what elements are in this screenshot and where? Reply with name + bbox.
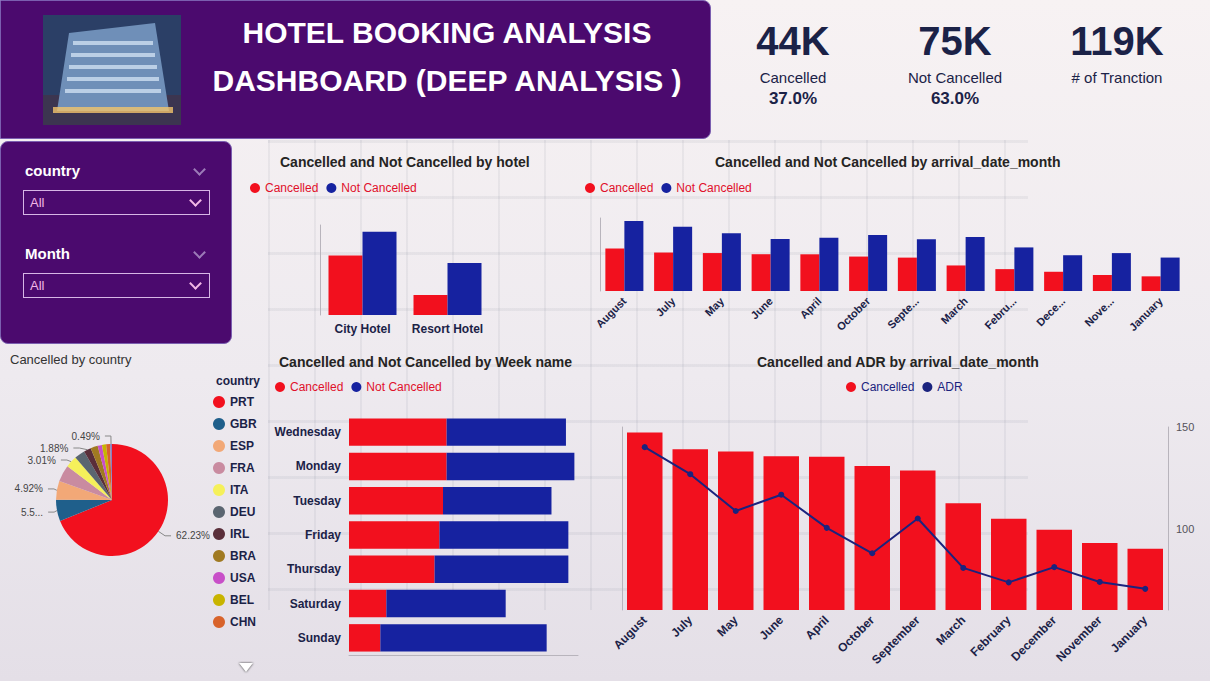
svg-text:Cancelled: Cancelled: [600, 181, 653, 195]
svg-text:ADR: ADR: [937, 380, 963, 394]
svg-text:100: 100: [1176, 523, 1194, 535]
svg-text:5.5...: 5.5...: [21, 507, 43, 518]
svg-text:ITA: ITA: [230, 483, 249, 497]
html-text:44K: 44K: [756, 19, 830, 63]
svg-text:September: September: [869, 613, 923, 667]
svg-text:Not Cancelled: Not Cancelled: [341, 181, 416, 195]
svg-text:Cancelled: Cancelled: [265, 181, 318, 195]
html-text:37.0%: 37.0%: [768, 89, 818, 108]
svg-text:July: July: [668, 613, 695, 640]
svg-text:4.92%: 4.92%: [15, 483, 43, 494]
svg-text:December: December: [1008, 613, 1059, 664]
svg-text:Cancelled and Not Cancelled by: Cancelled and Not Cancelled by hotel: [280, 154, 530, 170]
svg-text:City Hotel: City Hotel: [334, 322, 390, 336]
html-text:119K: 119K: [1070, 19, 1164, 63]
svg-text:USA: USA: [230, 571, 256, 585]
svg-text:Wednesday: Wednesday: [275, 425, 342, 439]
html-text:All: All: [30, 278, 45, 293]
svg-text:Resort Hotel: Resort Hotel: [412, 322, 483, 336]
svg-text:Saturday: Saturday: [290, 597, 342, 611]
html-text:63.0%: 63.0%: [930, 89, 980, 108]
svg-text:Friday: Friday: [305, 528, 341, 542]
svg-text:February: February: [968, 613, 1014, 659]
svg-text:January: January: [1127, 294, 1166, 333]
svg-text:April: April: [797, 295, 823, 321]
html-text:Month: Month: [25, 245, 70, 262]
svg-text:April: April: [802, 613, 831, 642]
svg-text:1.88%: 1.88%: [40, 443, 68, 454]
html-text:# of Tranction: # of Tranction: [1071, 69, 1163, 86]
svg-text:Cancelled and Not Cancelled by: Cancelled and Not Cancelled by Week name: [279, 354, 572, 370]
svg-text:Thursday: Thursday: [287, 562, 341, 576]
svg-text:BEL: BEL: [230, 593, 254, 607]
svg-text:CHN: CHN: [230, 615, 256, 629]
svg-text:Cancelled: Cancelled: [290, 380, 343, 394]
svg-text:country: country: [216, 374, 260, 388]
svg-text:Cancelled and Not Cancelled by: Cancelled and Not Cancelled by arrival_d…: [715, 154, 1060, 170]
svg-text:BRA: BRA: [230, 549, 256, 563]
svg-text:62.23%: 62.23%: [176, 530, 210, 541]
svg-text:October: October: [834, 294, 873, 333]
svg-text:Sunday: Sunday: [298, 631, 342, 645]
svg-text:August: August: [611, 613, 650, 652]
svg-text:July: July: [653, 294, 678, 319]
svg-text:May: May: [714, 613, 741, 640]
svg-text:Tuesday: Tuesday: [293, 494, 341, 508]
svg-text:Cancelled: Cancelled: [861, 380, 914, 394]
html-text:Cancelled: Cancelled: [759, 69, 827, 86]
html-text:75K: 75K: [918, 19, 992, 63]
html-text:HOTEL BOOKING ANALYSIS DASHBOA: HOTEL BOOKING ANALYSIS DASHBOARD (DEEP A…: [212, 16, 682, 97]
svg-text:October: October: [835, 613, 878, 656]
svg-text:May: May: [703, 294, 727, 318]
svg-text:Febru...: Febru...: [982, 295, 1019, 332]
svg-text:January: January: [1108, 613, 1151, 656]
svg-text:Septe...: Septe...: [885, 295, 921, 331]
svg-text:August: August: [593, 295, 628, 330]
svg-text:GBR: GBR: [230, 417, 257, 431]
svg-text:ESP: ESP: [230, 439, 254, 453]
svg-text:March: March: [933, 613, 968, 648]
svg-text:Not Cancelled: Not Cancelled: [366, 380, 441, 394]
svg-text:June: June: [748, 295, 775, 322]
svg-text:Monday: Monday: [296, 459, 342, 473]
svg-text:FRA: FRA: [230, 461, 255, 475]
svg-text:November: November: [1053, 613, 1105, 665]
svg-text:Not Cancelled: Not Cancelled: [676, 181, 751, 195]
html-text:Not Cancelled: Not Cancelled: [907, 69, 1003, 86]
svg-text:150: 150: [1176, 421, 1194, 433]
svg-text:DEU: DEU: [230, 505, 255, 519]
svg-text:IRL: IRL: [230, 527, 249, 541]
svg-text:3.01%: 3.01%: [28, 455, 56, 466]
html-text:country: country: [25, 162, 80, 179]
svg-text:Cancelled by country: Cancelled by country: [10, 352, 132, 367]
svg-text:PRT: PRT: [230, 395, 255, 409]
svg-text:Dece...: Dece...: [1034, 295, 1068, 329]
html-text:All: All: [30, 195, 45, 210]
svg-text:June: June: [757, 613, 787, 643]
svg-text:Nove...: Nove...: [1082, 295, 1116, 329]
svg-text:March: March: [939, 295, 971, 327]
svg-text:0.49%: 0.49%: [72, 431, 100, 442]
svg-text:Cancelled and ADR by arrival_d: Cancelled and ADR by arrival_date_month: [757, 354, 1039, 370]
